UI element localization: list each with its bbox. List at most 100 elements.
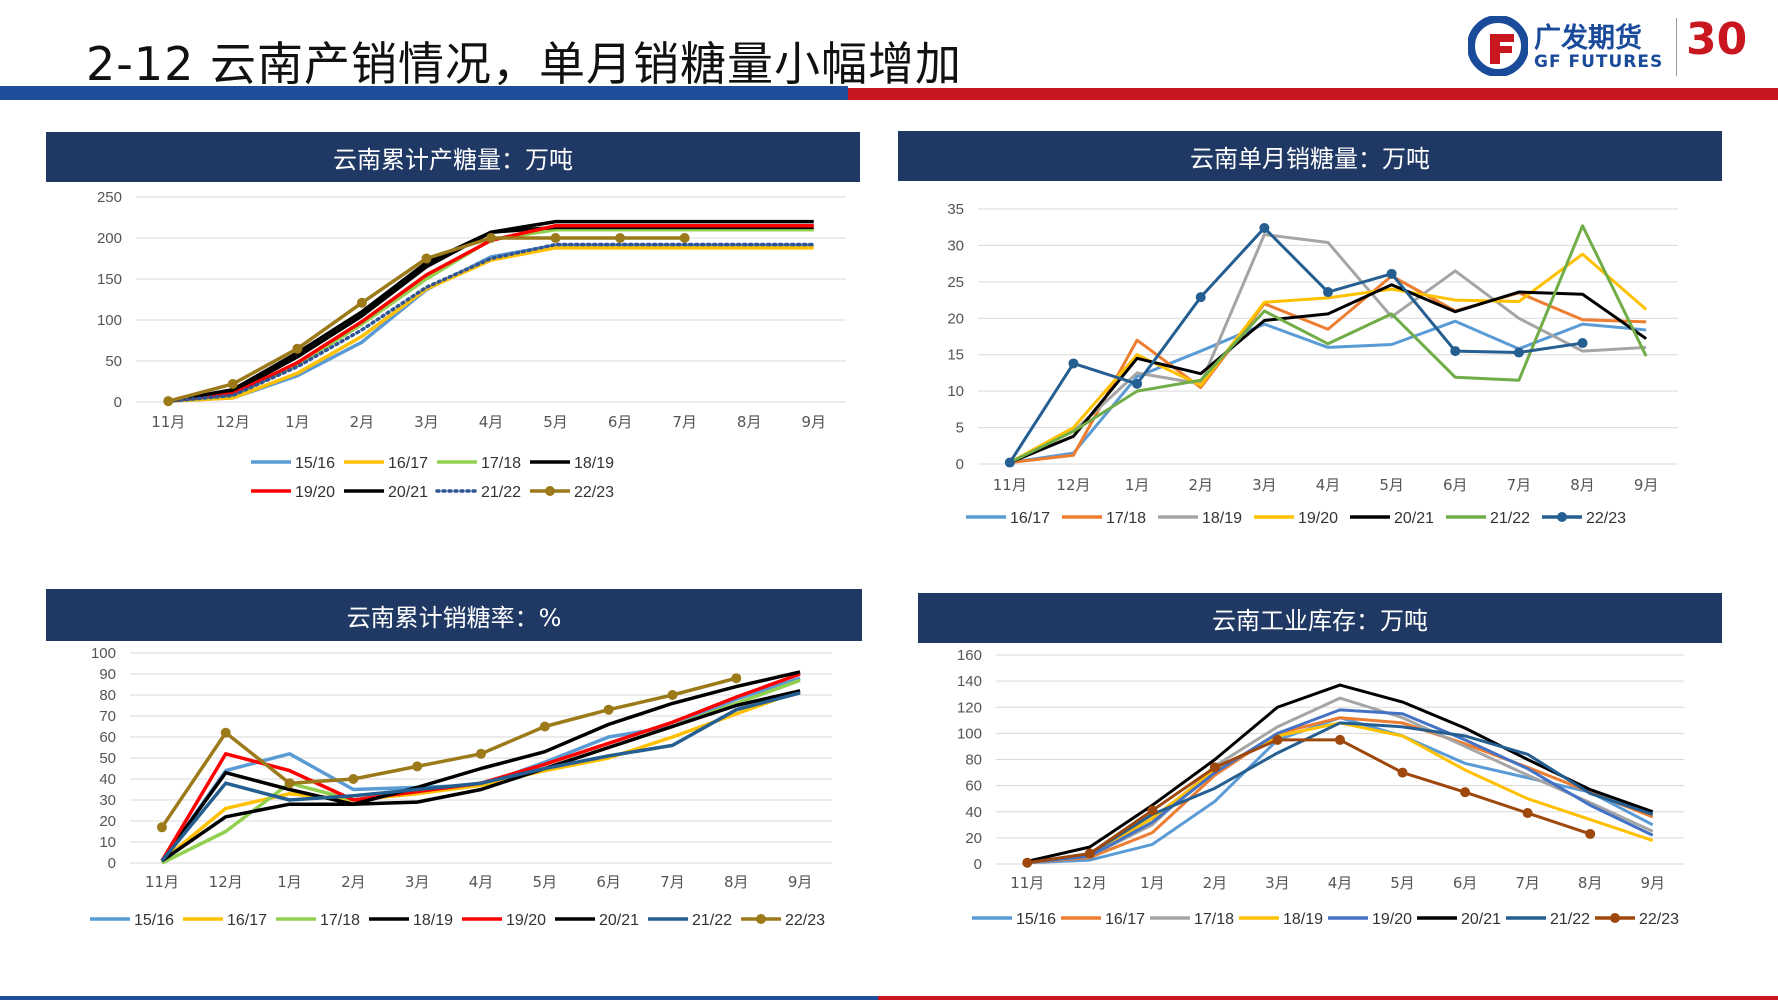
x-tick-label: 11月 bbox=[1010, 874, 1044, 892]
chart-plot: 0 50 100 150 200 250 11月 12月 1月 2月 3月 4月 5月 6月 7月 8月 9月 1… bbox=[97, 189, 846, 501]
y-tick-label: 100 bbox=[97, 312, 122, 329]
x-tick-label: 4月 bbox=[1328, 874, 1353, 892]
legend-label: 20/21 bbox=[1394, 510, 1434, 527]
chart-panel-industrial-inventory: 云南工业库存：万吨 0 20 40 60 80 100 120 140 160 11月 12月 1月 2… bbox=[918, 593, 1722, 993]
legend-label: 17/18 bbox=[481, 455, 521, 472]
series-line-17-18 bbox=[161, 678, 801, 865]
legend-label: 20/21 bbox=[1461, 911, 1501, 928]
data-point bbox=[1209, 762, 1220, 773]
x-tick-label: 9月 bbox=[1640, 874, 1665, 892]
data-point bbox=[486, 233, 496, 243]
y-tick-label: 50 bbox=[105, 353, 122, 370]
legend-label: 17/18 bbox=[320, 912, 360, 929]
legend-label: 21/22 bbox=[1490, 510, 1530, 527]
legend-label: 16/17 bbox=[388, 455, 428, 472]
chart-plot: 0 5 10 15 20 25 30 35 11月 12月 1月 2月 3月 4月 5月 6月 7月 8月 9月 16… bbox=[947, 201, 1678, 527]
legend-label: 22/23 bbox=[574, 484, 614, 501]
y-tick-label: 30 bbox=[947, 237, 964, 254]
legend-label: 21/22 bbox=[481, 484, 521, 501]
x-tick-label: 7月 bbox=[660, 873, 685, 891]
legend-label: 19/20 bbox=[1372, 911, 1412, 928]
data-point bbox=[156, 822, 167, 833]
legend-label: 22/23 bbox=[1586, 510, 1626, 527]
data-point bbox=[1577, 338, 1588, 349]
legend-label: 17/18 bbox=[1106, 510, 1146, 527]
y-tick-label: 40 bbox=[965, 804, 982, 821]
anniversary-badge: 30 bbox=[1686, 14, 1748, 65]
chart-panel-cumulative-production: 云南累计产糖量：万吨 0 50 100 150 200 250 11月 12月 1月 2月 3月 4月… bbox=[46, 132, 860, 562]
chart-title: 云南单月销糖量：万吨 bbox=[898, 131, 1722, 181]
data-point bbox=[1323, 287, 1333, 298]
legend-label: 16/17 bbox=[1105, 911, 1145, 928]
y-tick-label: 120 bbox=[957, 699, 982, 716]
x-tick-label: 11月 bbox=[993, 476, 1027, 494]
logo-sub: GF FUTURES bbox=[1534, 52, 1664, 72]
x-tick-label: 12月 bbox=[1073, 874, 1107, 892]
legend-marker bbox=[545, 486, 555, 496]
x-tick-label: 6月 bbox=[1443, 476, 1468, 494]
y-tick-label: 25 bbox=[947, 274, 964, 291]
data-point bbox=[1147, 805, 1158, 816]
data-point bbox=[1022, 857, 1033, 868]
x-tick-label: 12月 bbox=[216, 413, 250, 431]
y-tick-label: 0 bbox=[108, 855, 116, 872]
data-point bbox=[731, 673, 742, 684]
data-point bbox=[220, 727, 231, 738]
x-tick-label: 2月 bbox=[350, 413, 375, 431]
data-point bbox=[1272, 734, 1283, 745]
y-tick-label: 140 bbox=[957, 673, 982, 690]
series-line-22-23 bbox=[1008, 226, 1583, 464]
legend-marker bbox=[1557, 512, 1567, 522]
x-tick-label: 3月 bbox=[414, 413, 439, 431]
x-tick-label: 5月 bbox=[533, 873, 558, 891]
series-line-18-19 bbox=[168, 225, 814, 403]
series-line-21-22 bbox=[1009, 224, 1648, 464]
x-tick-label: 1月 bbox=[1140, 874, 1165, 892]
legend-label: 19/20 bbox=[1298, 510, 1338, 527]
data-point bbox=[163, 396, 174, 407]
series-line-20-21 bbox=[1026, 683, 1654, 863]
series-line-19-20 bbox=[1009, 252, 1648, 464]
y-tick-label: 90 bbox=[99, 666, 116, 683]
x-tick-label: 3月 bbox=[1265, 874, 1290, 892]
logo-name: 广发期货 bbox=[1534, 23, 1642, 54]
chart-panel-monthly-sales: 云南单月销糖量：万吨 0 5 10 15 20 25 30 35 11月 12月 1月 2月 3月 4月 5… bbox=[898, 131, 1722, 561]
data-point bbox=[1522, 808, 1533, 819]
x-tick-label: 6月 bbox=[608, 413, 633, 431]
y-tick-label: 60 bbox=[99, 729, 116, 746]
chart-title: 云南工业库存：万吨 bbox=[918, 593, 1722, 643]
x-tick-label: 8月 bbox=[737, 413, 762, 431]
legend-label: 19/20 bbox=[506, 912, 546, 929]
x-tick-label: 4月 bbox=[479, 413, 504, 431]
data-point bbox=[550, 233, 561, 243]
series-line-20-21 bbox=[1009, 283, 1648, 464]
x-tick-label: 9月 bbox=[788, 873, 813, 891]
legend-label: 18/19 bbox=[413, 912, 453, 929]
data-point bbox=[1397, 767, 1408, 778]
y-tick-label: 10 bbox=[99, 834, 116, 851]
legend-label: 15/16 bbox=[295, 455, 335, 472]
legend-marker bbox=[1610, 913, 1620, 923]
data-point bbox=[227, 378, 238, 389]
y-tick-label: 60 bbox=[965, 778, 982, 795]
legend-label: 16/17 bbox=[1010, 510, 1050, 527]
y-tick-label: 30 bbox=[99, 792, 116, 809]
x-tick-label: 4月 bbox=[469, 873, 494, 891]
data-point bbox=[284, 778, 295, 789]
y-tick-label: 160 bbox=[957, 647, 982, 664]
y-tick-label: 70 bbox=[99, 708, 116, 725]
footer-bar-blue bbox=[0, 996, 878, 1000]
gf-logo-icon bbox=[1468, 16, 1528, 76]
y-tick-label: 80 bbox=[99, 687, 116, 704]
x-tick-label: 11月 bbox=[151, 413, 185, 431]
x-tick-label: 6月 bbox=[596, 873, 621, 891]
y-tick-label: 15 bbox=[947, 347, 964, 364]
x-tick-label: 12月 bbox=[209, 873, 243, 891]
data-point bbox=[603, 704, 614, 715]
series-line-16-17 bbox=[168, 246, 814, 403]
y-tick-label: 0 bbox=[974, 856, 982, 873]
y-tick-label: 10 bbox=[947, 383, 964, 400]
x-tick-label: 9月 bbox=[801, 413, 826, 431]
header-bar-blue bbox=[0, 86, 848, 100]
x-tick-label: 8月 bbox=[1570, 476, 1595, 494]
